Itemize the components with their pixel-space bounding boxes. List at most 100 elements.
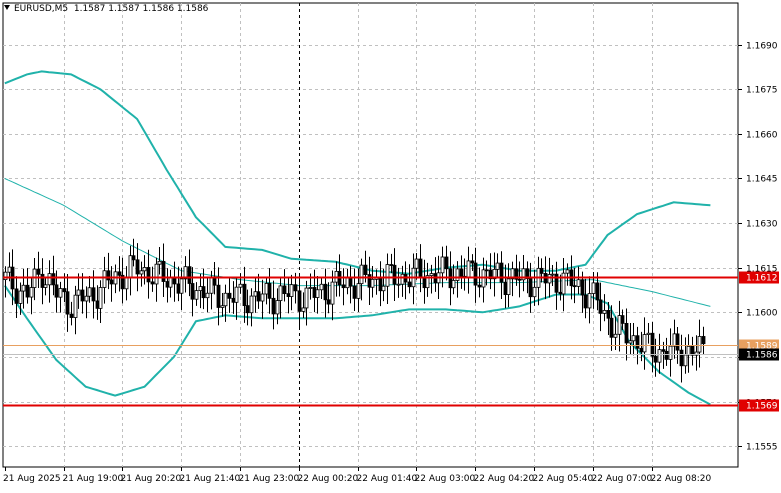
- candle-body: [187, 266, 192, 284]
- candle-body: [367, 274, 372, 288]
- time-axis-label: 22 Aug 01:40: [357, 474, 418, 484]
- candle-body: [396, 283, 401, 286]
- candle-body: [492, 268, 497, 280]
- plot-area[interactable]: [2, 2, 739, 468]
- candle-body: [194, 290, 199, 300]
- candle-body: [451, 280, 456, 289]
- dropdown-triangle-icon[interactable]: [4, 5, 10, 10]
- candle-body: [223, 292, 228, 307]
- candle-body: [275, 300, 280, 315]
- candle-body: [154, 263, 159, 285]
- candle-body: [528, 278, 533, 298]
- candle-body: [157, 260, 162, 265]
- candle-body: [304, 287, 309, 309]
- time-axis-label: 22 Aug 03:00: [415, 474, 476, 484]
- candle-body: [80, 289, 85, 302]
- candle-body: [209, 276, 214, 294]
- candle-body: [418, 258, 423, 278]
- candle-body: [47, 273, 52, 286]
- candle-body: [65, 291, 70, 315]
- candle-body: [378, 276, 383, 292]
- candle-body: [278, 285, 283, 301]
- candle-body: [98, 287, 103, 309]
- candle-body: [69, 313, 74, 318]
- candle-body: [675, 333, 680, 351]
- candle-body: [591, 282, 596, 294]
- ohlc-readout: 1.1587 1.1587 1.1586 1.1586: [73, 4, 209, 14]
- candle-body: [359, 264, 364, 285]
- candle-body: [14, 288, 19, 304]
- candle-body: [117, 271, 122, 276]
- price-axis-label: 1.1630: [746, 220, 778, 230]
- candle-body: [131, 255, 136, 261]
- time-axis-label: 22 Aug 07:00: [592, 474, 653, 484]
- candle-body: [583, 294, 588, 309]
- candle-body: [444, 256, 449, 270]
- candle-body: [95, 300, 100, 309]
- candle-body: [216, 284, 221, 308]
- candle-body: [73, 294, 78, 318]
- candle-body: [176, 283, 181, 294]
- candle-body: [260, 293, 265, 302]
- candle-body: [91, 287, 96, 302]
- level-price-tag: [739, 399, 779, 412]
- candle-body: [245, 305, 250, 314]
- candle-body: [315, 289, 320, 298]
- price-axis-label: 1.1660: [746, 131, 778, 141]
- candle-body: [697, 336, 702, 353]
- candle-body: [576, 279, 581, 287]
- candle-body: [356, 283, 361, 299]
- candle-body: [631, 335, 636, 342]
- candle-body: [348, 277, 353, 287]
- candle-body: [289, 284, 294, 297]
- candle-body: [18, 290, 23, 304]
- candle-body: [21, 284, 26, 292]
- candle-body: [429, 273, 434, 277]
- level-price-label: 1.1589: [746, 342, 778, 352]
- bollinger-lower-band: [3, 285, 711, 406]
- candle-body: [84, 295, 89, 302]
- candle-body: [312, 287, 317, 298]
- candle-body: [425, 275, 430, 289]
- candle-body: [550, 273, 555, 276]
- candle-body: [606, 310, 611, 319]
- candle-body: [517, 278, 522, 281]
- chart-header: EURUSD,M5 1.1587 1.1587 1.1586 1.1586: [4, 4, 208, 14]
- candle-body: [510, 268, 515, 280]
- candle-body: [7, 266, 12, 273]
- candle-body: [282, 285, 287, 295]
- candle-body: [120, 274, 125, 290]
- time-axis-label: 22 Aug 04:20: [474, 474, 535, 484]
- candle-body: [201, 286, 206, 299]
- candle-body: [29, 287, 34, 298]
- candle-body: [220, 305, 225, 308]
- candle-body: [595, 282, 600, 301]
- candle-body: [323, 283, 328, 301]
- candle-body: [381, 285, 386, 292]
- candle-body: [142, 267, 147, 272]
- candle-body: [514, 268, 519, 280]
- candle-body: [128, 255, 133, 279]
- candle-body: [495, 262, 500, 270]
- candle-body: [3, 271, 8, 281]
- candle-body: [470, 260, 475, 264]
- candle-body: [190, 283, 195, 300]
- candle-body: [267, 283, 272, 299]
- level-price-label: 1.1612: [746, 274, 778, 284]
- candle-body: [183, 266, 188, 280]
- symbol-label: EURUSD,M5: [14, 4, 69, 14]
- candle-body: [646, 332, 651, 335]
- candle-body: [238, 283, 243, 288]
- candle-body: [161, 260, 166, 282]
- candle-body: [650, 332, 655, 357]
- candle-body: [653, 355, 658, 363]
- candle-body: [205, 292, 210, 299]
- candle-body: [683, 354, 688, 367]
- price-axis-label: 1.1600: [746, 309, 778, 319]
- candle-body: [319, 283, 324, 291]
- candle-body: [198, 286, 203, 292]
- candle-body: [455, 268, 460, 281]
- candle-body: [330, 281, 335, 305]
